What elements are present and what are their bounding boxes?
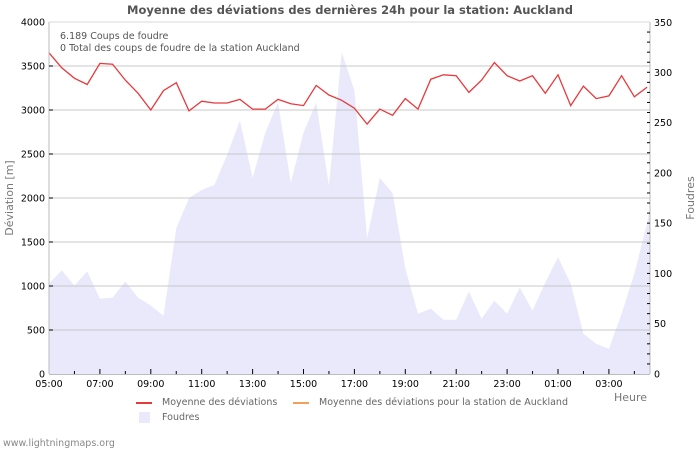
y2-tick-label: 250 bbox=[654, 118, 672, 129]
x-tick-label: 21:00 bbox=[443, 379, 470, 390]
y-axis-title: Déviation [m] bbox=[3, 160, 16, 235]
info-total: 0 Total des coups de foudre de la statio… bbox=[60, 43, 300, 54]
legend-item-deviation: Moyenne des déviations bbox=[136, 397, 277, 408]
lightning-area-fill bbox=[49, 52, 650, 374]
y-tick-label: 3000 bbox=[21, 106, 45, 117]
y-tick-label: 3500 bbox=[21, 62, 45, 73]
chart-title: Moyenne des déviations des dernières 24h… bbox=[127, 3, 573, 17]
y2-tick-label: 50 bbox=[654, 319, 666, 330]
x-tick-label: 17:00 bbox=[341, 379, 368, 390]
y-tick-label: 1500 bbox=[21, 238, 45, 249]
y-tick-label: 4000 bbox=[21, 18, 45, 29]
y2-tick-label: 150 bbox=[654, 219, 672, 230]
footer-link[interactable]: www.lightningmaps.org bbox=[3, 438, 115, 449]
y-tick-label: 2000 bbox=[21, 194, 45, 205]
x-tick-label: 03:00 bbox=[595, 379, 622, 390]
y2-tick-label: 300 bbox=[654, 68, 672, 79]
x-axis-title: Heure bbox=[614, 391, 647, 404]
x-tick-label: 15:00 bbox=[290, 379, 317, 390]
y-tick-label: 0 bbox=[39, 370, 45, 381]
y2-axis-title: Foudres bbox=[684, 176, 697, 220]
y-tick-label: 500 bbox=[27, 326, 45, 337]
y2-tick-label: 100 bbox=[654, 269, 672, 280]
deviation-line bbox=[48, 52, 648, 126]
y2-tick-label: 350 bbox=[654, 18, 672, 29]
legend-swatch-orange bbox=[293, 401, 309, 404]
axes: 0 500 1000 1500 2000 2500 3000 3500 4000 0 50 100 15… bbox=[21, 18, 672, 391]
x-tick-label: 13:00 bbox=[239, 379, 266, 390]
lightning-area bbox=[49, 52, 650, 374]
legend-item-lightning: Foudres bbox=[136, 412, 199, 423]
legend-swatch-lavender bbox=[139, 412, 150, 423]
x-tick-label: 07:00 bbox=[86, 379, 113, 390]
y-tick-label: 1000 bbox=[21, 282, 45, 293]
x-tick-label: 11:00 bbox=[188, 379, 215, 390]
y2-tick-label: 200 bbox=[654, 168, 672, 179]
legend-swatch-red bbox=[136, 401, 152, 404]
legend-label: Moyenne des déviations pour la station d… bbox=[319, 397, 568, 408]
y2-tick-label: 0 bbox=[654, 370, 660, 381]
info-text: 6.189 Coups de foudre 0 Total des coups … bbox=[60, 31, 300, 54]
x-tick-label: 19:00 bbox=[392, 379, 419, 390]
legend-item-station-deviation: Moyenne des déviations pour la station d… bbox=[293, 397, 568, 408]
x-tick-label: 23:00 bbox=[493, 379, 520, 390]
x-tick-label: 01:00 bbox=[544, 379, 571, 390]
legend-label: Foudres bbox=[162, 412, 200, 423]
y-tick-label: 2500 bbox=[21, 150, 45, 161]
x-tick-label: 05:00 bbox=[35, 379, 62, 390]
legend-label: Moyenne des déviations bbox=[162, 397, 278, 408]
deviation-polyline bbox=[48, 52, 648, 126]
info-strikes: 6.189 Coups de foudre bbox=[60, 31, 168, 42]
x-tick-label: 09:00 bbox=[137, 379, 164, 390]
